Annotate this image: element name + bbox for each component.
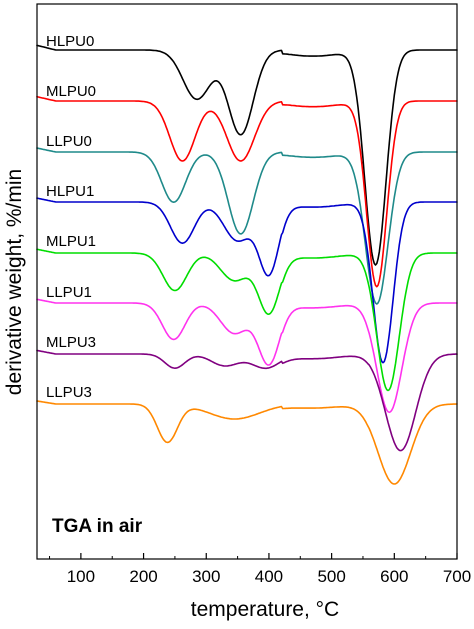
series-line-hlpu1	[36, 197, 458, 364]
series-label-mlpu0: MLPU0	[46, 83, 96, 100]
x-tick-label-300: 300	[192, 567, 220, 586]
series-line-mlpu1	[36, 248, 458, 392]
series-label-llpu3: LLPU3	[46, 384, 92, 401]
x-tick-label-600: 600	[380, 567, 408, 586]
plot-frame	[36, 3, 458, 560]
series-label-mlpu1: MLPU1	[46, 233, 96, 250]
x-tick-label-500: 500	[317, 567, 345, 586]
series-label-llpu1: LLPU1	[46, 284, 92, 301]
y-axis-title: derivative weight, %/min	[3, 169, 26, 395]
series-line-mlpu3	[36, 349, 458, 452]
x-tick-label-700: 700	[443, 567, 471, 586]
series-line-hlpu0	[36, 44, 458, 266]
series-line-llpu1	[36, 298, 458, 414]
series-label-hlpu1: HLPU1	[46, 183, 94, 200]
x-axis-title: temperature, °C	[191, 598, 339, 621]
series-line-mlpu0	[36, 95, 458, 288]
series-group	[36, 44, 458, 485]
series-label-mlpu3: MLPU3	[46, 334, 96, 351]
series-line-llpu0	[36, 147, 458, 305]
x-tick-label-100: 100	[67, 567, 95, 586]
x-ticks-group: 100 200 300 400 500 600 700	[49, 553, 471, 586]
series-label-hlpu0: HLPU0	[46, 33, 94, 50]
x-tick-label-400: 400	[255, 567, 283, 586]
series-labels-group: HLPU0 MLPU0 LLPU0 HLPU1 MLPU1 LLPU1 MLPU3 LLPU3	[46, 33, 96, 401]
x-tick-label-200: 200	[129, 567, 157, 586]
tga-annotation: TGA in air	[52, 516, 143, 537]
series-line-llpu3	[36, 400, 458, 485]
series-label-llpu0: LLPU0	[46, 133, 92, 150]
